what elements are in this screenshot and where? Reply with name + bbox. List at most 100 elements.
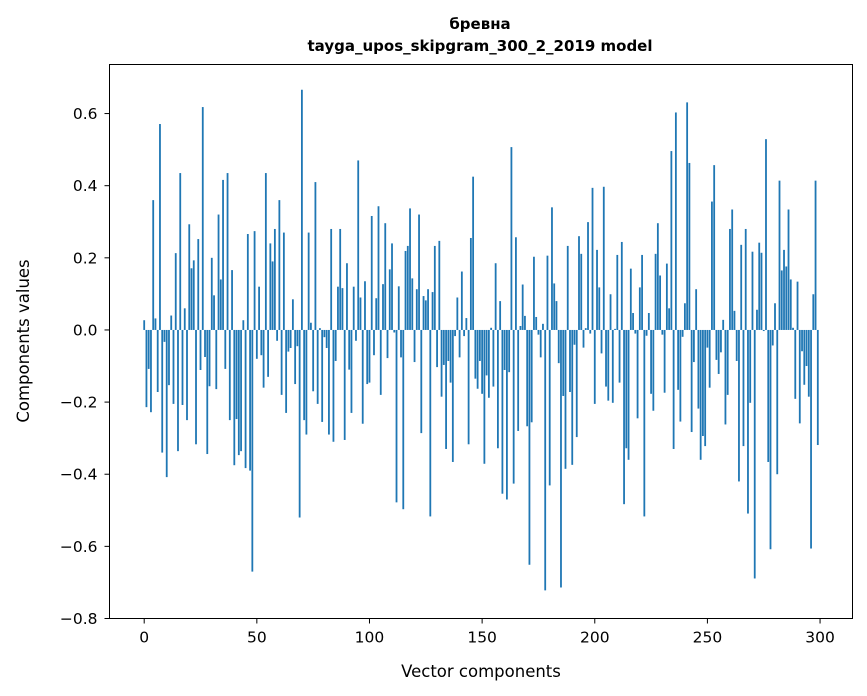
bar-216 (629, 268, 632, 330)
bar-180 (548, 329, 551, 486)
bar-87 (339, 228, 342, 330)
bar-176 (539, 329, 542, 358)
bar-295 (807, 329, 810, 397)
bar-33 (217, 214, 220, 330)
bar-260 (729, 228, 731, 330)
bar-247 (699, 329, 702, 460)
bar-253 (713, 165, 716, 330)
bar-94 (355, 329, 357, 341)
bar-256 (720, 329, 722, 353)
bar-119 (411, 278, 414, 330)
bar-191 (573, 329, 576, 345)
bar-208 (611, 329, 614, 403)
bar-125 (424, 300, 427, 330)
bar-6 (156, 329, 159, 392)
bar-107 (384, 223, 387, 330)
bar-150 (481, 329, 484, 394)
bar-187 (564, 329, 567, 469)
bar-288 (792, 327, 794, 330)
bar-291 (798, 329, 801, 424)
bar-195 (582, 329, 585, 348)
bar-30 (210, 257, 213, 330)
bar-207 (609, 294, 612, 330)
bar-46 (246, 234, 249, 330)
bar-190 (571, 329, 574, 465)
bar-106 (382, 284, 384, 330)
bar-243 (690, 329, 693, 433)
bar-142 (463, 329, 466, 337)
bar-161 (506, 329, 508, 500)
bar-56 (269, 243, 272, 330)
bar-76 (314, 182, 317, 330)
bar-251 (708, 329, 711, 388)
bar-42 (237, 329, 240, 456)
x-axis: 0 50 100 150 200 250 300 (139, 618, 835, 647)
bar-174 (535, 316, 538, 330)
bar-43 (240, 329, 242, 452)
bar-138 (454, 329, 456, 337)
bar-225 (650, 329, 652, 394)
bar-80 (323, 329, 326, 338)
bar-20 (188, 224, 191, 330)
bar-130 (436, 329, 438, 368)
bar-135 (447, 329, 450, 361)
bar-95 (357, 160, 360, 330)
bar-223 (645, 329, 648, 336)
bar-151 (483, 329, 486, 464)
bar-184 (557, 329, 560, 364)
bar-197 (587, 222, 589, 330)
bar-211 (618, 329, 621, 383)
bar-67 (294, 329, 297, 385)
bar-31 (213, 295, 215, 330)
bar-287 (789, 279, 792, 330)
bar-268 (747, 329, 749, 514)
bar-48 (251, 329, 254, 572)
bar-284 (783, 249, 785, 330)
y-tick-label: 0.0 (73, 321, 98, 339)
y-tick-label: 0.4 (73, 177, 98, 195)
bar-245 (695, 289, 698, 330)
bar-210 (616, 254, 619, 330)
bar-277 (767, 329, 770, 462)
bar-100 (368, 329, 371, 383)
bar-178 (544, 329, 547, 591)
bar-14 (174, 253, 177, 330)
bar-165 (515, 237, 517, 330)
bar-23 (195, 329, 197, 445)
bar-172 (530, 329, 533, 423)
bar-28 (206, 329, 209, 455)
bar-265 (740, 244, 743, 330)
bar-16 (179, 173, 182, 330)
bar-61 (280, 329, 283, 395)
x-tick-label: 50 (247, 629, 267, 647)
bar-292 (801, 329, 803, 352)
bar-274 (760, 252, 763, 330)
bar-192 (575, 329, 578, 438)
bar-24 (197, 239, 200, 330)
bar-231 (663, 329, 666, 393)
bar-198 (589, 329, 592, 334)
bar-55 (267, 329, 270, 377)
bar-143 (465, 318, 468, 330)
bar-109 (388, 269, 391, 330)
bar-201 (596, 249, 598, 330)
bar-214 (625, 329, 628, 449)
bar-111 (393, 329, 396, 333)
bar-12 (170, 315, 173, 330)
bar-262 (733, 310, 736, 330)
bar-296 (810, 329, 812, 549)
bar-22 (192, 260, 195, 330)
bar-163 (510, 147, 513, 330)
bar-271 (753, 329, 756, 579)
bar-122 (418, 214, 420, 330)
bar-144 (467, 329, 470, 445)
bar-50 (255, 329, 258, 359)
bar-47 (249, 329, 251, 471)
x-tick-label: 250 (693, 629, 723, 647)
bar-88 (341, 288, 344, 330)
bar-74 (310, 322, 312, 330)
bar-26 (201, 107, 204, 330)
bar-237 (677, 329, 680, 390)
